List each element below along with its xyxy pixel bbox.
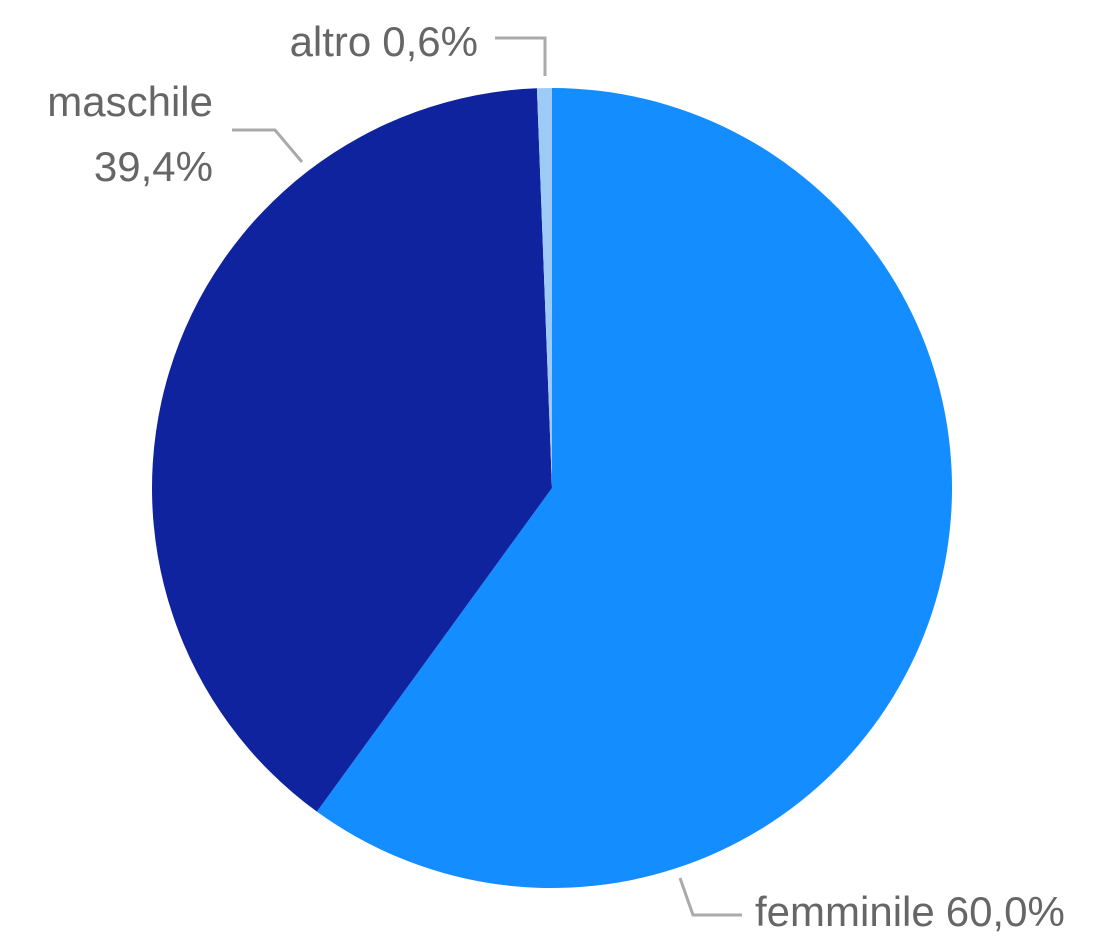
leader-line <box>495 36 547 76</box>
leader-line <box>678 877 742 917</box>
pie-slice <box>316 88 953 888</box>
value-label: 39,4% <box>94 143 213 190</box>
category-label: femminile <box>755 888 935 935</box>
category-label: altro <box>290 18 372 65</box>
labels: femminile 60,0% maschile 39,4% altro 0,6% <box>47 18 1065 935</box>
pie-slice <box>152 88 553 812</box>
pie-slice <box>536 88 552 488</box>
data-label: maschile 39,4% <box>47 78 213 190</box>
value-label: 0,6% <box>382 18 478 65</box>
data-label: femminile 60,0% <box>755 888 1065 935</box>
leader-line <box>232 128 304 163</box>
category-label: maschile <box>47 78 213 125</box>
value-label: 60,0% <box>946 888 1065 935</box>
data-label: altro 0,6% <box>290 18 478 65</box>
pie <box>152 88 953 888</box>
